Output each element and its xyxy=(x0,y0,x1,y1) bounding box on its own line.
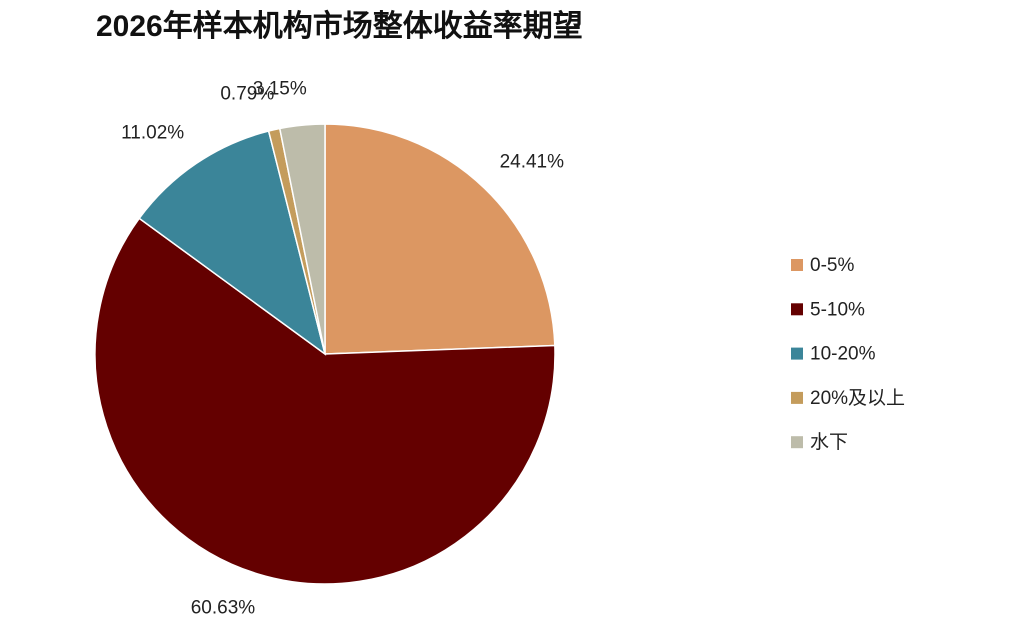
data-label: 60.63% xyxy=(191,597,256,618)
data-label: 11.02% xyxy=(121,123,184,144)
data-label: 24.41% xyxy=(500,151,565,172)
data-label: 3.15% xyxy=(253,78,307,99)
pie-slice xyxy=(94,217,556,585)
legend-label: 水下 xyxy=(810,431,848,453)
legend-swatch xyxy=(791,259,803,271)
legend-label: 5-10% xyxy=(810,299,865,320)
legend-label: 10-20% xyxy=(810,344,876,365)
pie-slice xyxy=(324,123,556,355)
legend-swatch xyxy=(791,347,803,360)
data-label: 0.79% xyxy=(220,84,274,105)
pie-slice xyxy=(138,130,327,356)
legend-swatch xyxy=(791,436,803,449)
legend-swatch xyxy=(791,303,803,316)
legend-label: 0-5% xyxy=(810,255,854,276)
pie-slice xyxy=(278,123,326,355)
legend-label: 20%及以上 xyxy=(810,387,905,409)
legend-swatch xyxy=(791,391,803,404)
chart-title: 2026年样本机构市场整体收益率期望 xyxy=(96,9,583,43)
